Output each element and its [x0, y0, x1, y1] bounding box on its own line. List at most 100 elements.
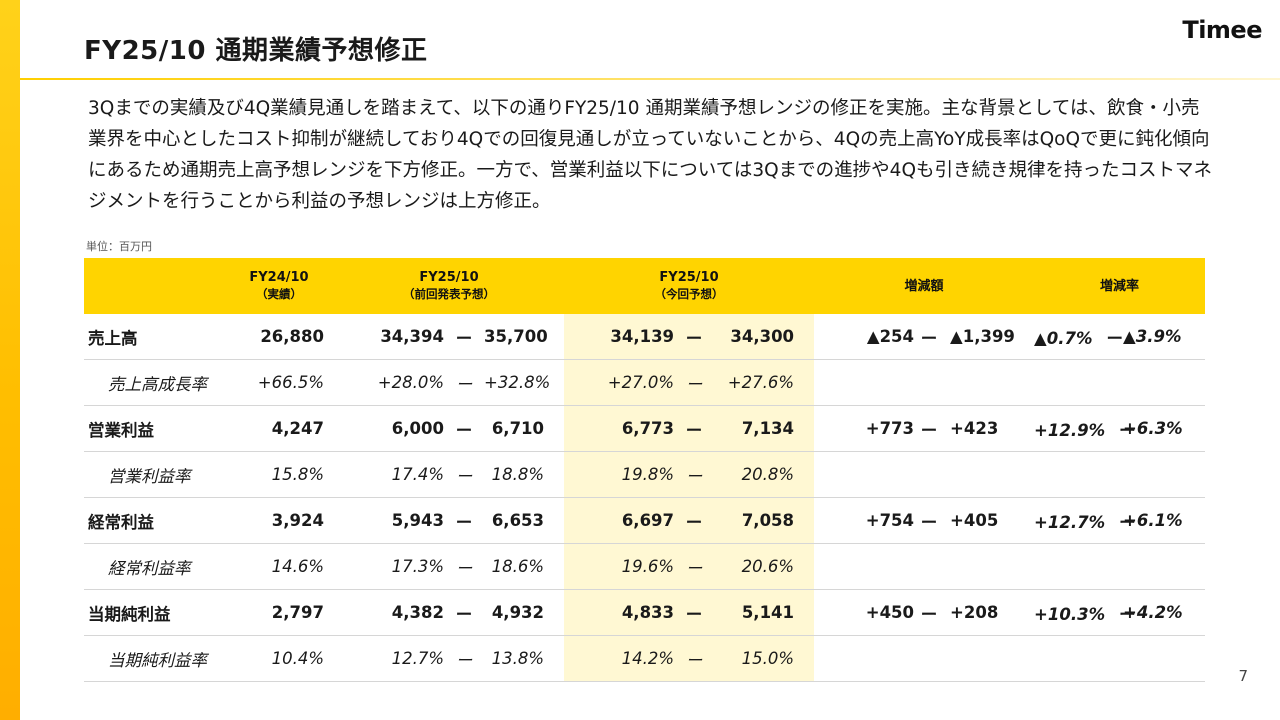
change-rate-high-cell: +6.3%	[1119, 405, 1206, 452]
accent-side-bar	[0, 0, 20, 720]
range-dash: ー	[1106, 328, 1124, 348]
current-forecast-high-cell: 20.8%	[714, 451, 815, 498]
range-dash: ー	[444, 589, 484, 636]
change-amount-low-cell: +773	[814, 405, 915, 452]
table-row: 営業利益率 15.8% 17.4% ー 18.8% 19.8% ー 20.8%	[84, 451, 1206, 498]
prev-forecast-high-cell: 18.8%	[484, 451, 565, 498]
current-forecast-high-cell: 7,134	[714, 405, 815, 452]
change-amount-low-cell	[814, 451, 915, 498]
row-label: 売上高	[84, 314, 224, 360]
forecast-table: FY24/10 （実績） FY25/10 （前回発表予想） FY25/10 （今回予想…	[84, 258, 1206, 682]
header-fy24: FY24/10 （実績）	[224, 258, 334, 314]
change-rate-high-cell	[1119, 359, 1206, 406]
current-forecast-low-cell: 19.6%	[564, 543, 675, 590]
range-dash: ー	[674, 451, 715, 498]
change-rate-low-cell: ▲0.7% ー	[1034, 314, 1123, 360]
change-rate-high-cell: ▲3.9%	[1119, 314, 1206, 360]
change-amount-high-cell: +208	[944, 589, 1035, 636]
current-forecast-low-cell: 14.2%	[564, 635, 675, 682]
table-row: 当期純利益率 10.4% 12.7% ー 13.8% 14.2% ー 15.0%	[84, 635, 1206, 682]
prev-forecast-high-cell: 35,700	[484, 314, 565, 360]
change-amount-low-cell	[814, 543, 915, 590]
change-rate-high-cell	[1119, 543, 1206, 590]
range-dash: ー	[914, 497, 945, 544]
fy24-actual-cell: 15.8%	[224, 451, 334, 498]
page-title: FY25/10 通期業績予想修正	[84, 36, 428, 66]
header-change-rate: 増減率	[1034, 258, 1206, 314]
range-dash: ー	[444, 497, 484, 544]
prev-forecast-low-cell: 4,382	[334, 589, 444, 636]
summary-text: 3Qまでの実績及び4Q業績見通しを踏まえて、以下の通りFY25/10 通期業績予…	[88, 98, 1213, 212]
row-label: 経常利益	[84, 497, 224, 544]
prev-forecast-low-cell: 34,394	[334, 314, 444, 360]
change-amount-high-cell	[944, 359, 1035, 406]
range-dash	[914, 543, 945, 590]
prev-forecast-low-cell: +28.0%	[334, 359, 444, 406]
fy24-actual-cell: 3,924	[224, 497, 334, 544]
prev-forecast-high-cell: 4,932	[484, 589, 565, 636]
row-label: 営業利益	[84, 405, 224, 452]
prev-forecast-low-cell: 17.3%	[334, 543, 444, 590]
change-rate-low-cell	[1034, 543, 1120, 590]
change-amount-high-cell	[944, 543, 1035, 590]
fy24-actual-cell: 10.4%	[224, 635, 334, 682]
change-amount-low-cell: +754	[814, 497, 915, 544]
header-label-blank	[84, 258, 224, 314]
current-forecast-high-cell: +27.6%	[714, 359, 815, 406]
row-label: 当期純利益	[84, 589, 224, 636]
change-amount-low-cell	[814, 359, 915, 406]
range-dash: ー	[444, 405, 484, 452]
fy24-actual-cell: 4,247	[224, 405, 334, 452]
range-dash: ー	[674, 405, 715, 452]
range-dash: ー	[444, 543, 484, 590]
table-row: 営業利益 4,247 6,000 ー 6,710 6,773 ー 7,134 +773 ー +423…	[84, 405, 1206, 452]
range-dash: ー	[674, 497, 715, 544]
current-forecast-high-cell: 7,058	[714, 497, 815, 544]
range-dash: ー	[444, 635, 484, 682]
header-fy25-current: FY25/10 （今回予想）	[564, 258, 815, 314]
table-row: 当期純利益 2,797 4,382 ー 4,932 4,833 ー 5,141 +450 ー +20…	[84, 589, 1206, 636]
change-amount-low-cell: ▲254	[814, 314, 915, 360]
range-dash: ー	[674, 543, 715, 590]
change-rate-low-cell: +10.3% ー	[1034, 589, 1136, 636]
range-dash: ー	[444, 451, 484, 498]
prev-forecast-low-cell: 5,943	[334, 497, 444, 544]
prev-forecast-high-cell: 13.8%	[484, 635, 565, 682]
change-rate-low-cell: +12.9% ー	[1034, 405, 1136, 452]
title-divider	[20, 78, 1280, 80]
row-label: 営業利益率	[84, 451, 224, 498]
change-rate-high-cell: +6.1%	[1119, 497, 1206, 544]
header-fy25-previous: FY25/10 （前回発表予想）	[334, 258, 565, 314]
current-forecast-high-cell: 5,141	[714, 589, 815, 636]
change-rate-low-cell: +12.7% ー	[1034, 497, 1136, 544]
header-change-amount: 増減額	[814, 258, 1035, 314]
prev-forecast-low-cell: 12.7%	[334, 635, 444, 682]
change-rate-low-value: ▲0.7%	[1034, 328, 1093, 348]
current-forecast-high-cell: 20.6%	[714, 543, 815, 590]
change-amount-high-cell	[944, 451, 1035, 498]
row-label: 当期純利益率	[84, 635, 224, 682]
change-rate-low-cell	[1034, 451, 1120, 498]
page-number: 7	[1238, 667, 1248, 685]
change-amount-high-cell	[944, 635, 1035, 682]
change-amount-low-cell: +450	[814, 589, 915, 636]
change-rate-high-cell	[1119, 451, 1206, 498]
row-label: 経常利益率	[84, 543, 224, 590]
change-rate-low-value: +12.9%	[1034, 420, 1106, 440]
table-row: 売上高成長率 +66.5% +28.0% ー +32.8% +27.0% ー +27.6%	[84, 359, 1206, 406]
change-amount-low-cell	[814, 635, 915, 682]
range-dash: ー	[914, 314, 945, 360]
range-dash	[914, 359, 945, 406]
prev-forecast-high-cell: +32.8%	[484, 359, 565, 406]
table-row: 経常利益 3,924 5,943 ー 6,653 6,697 ー 7,058 +754 ー +405…	[84, 497, 1206, 544]
timee-logo: Timee	[1182, 16, 1262, 44]
row-label: 売上高成長率	[84, 359, 224, 406]
range-dash: ー	[914, 405, 945, 452]
unit-label: 単位：百万円	[86, 240, 152, 253]
range-dash: ー	[674, 635, 715, 682]
change-rate-high-cell: +4.2%	[1119, 589, 1206, 636]
change-rate-low-cell	[1034, 359, 1120, 406]
table-row: 売上高 26,880 34,394 ー 35,700 34,139 ー 34,300 ▲254 ー…	[84, 314, 1206, 360]
fy24-actual-cell: +66.5%	[224, 359, 334, 406]
fy24-actual-cell: 2,797	[224, 589, 334, 636]
